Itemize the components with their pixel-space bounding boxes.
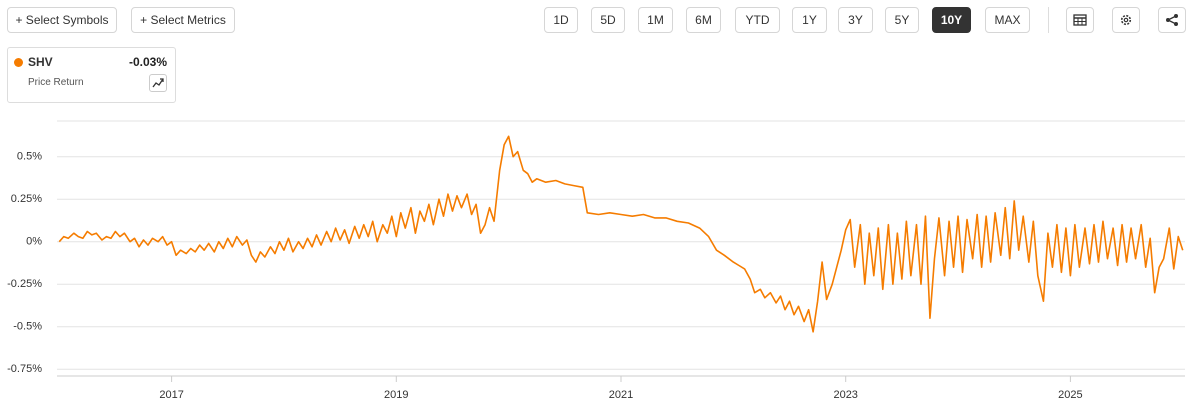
- legend-symbol: SHV: [28, 55, 53, 69]
- legend-card: SHV -0.03% Price Return: [7, 47, 176, 103]
- gear-icon: [1120, 14, 1132, 26]
- share-icon: [1166, 14, 1178, 26]
- range-button[interactable]: 3Y: [838, 7, 873, 33]
- x-tick-label: 2021: [609, 389, 633, 401]
- y-tick-label: -0.75%: [7, 363, 42, 375]
- range-button[interactable]: 5Y: [885, 7, 919, 33]
- trend-button[interactable]: [149, 74, 167, 92]
- range-button[interactable]: MAX: [985, 7, 1030, 33]
- legend-value: -0.03%: [128, 55, 167, 69]
- settings-button[interactable]: [1112, 7, 1140, 33]
- range-button[interactable]: 5D: [591, 7, 625, 33]
- legend-metric: Price Return: [28, 77, 84, 88]
- x-tick-label: 2017: [159, 389, 183, 401]
- table-button[interactable]: [1066, 7, 1094, 33]
- range-button[interactable]: 6M: [686, 7, 721, 33]
- select-symbols-button[interactable]: + Select Symbols: [7, 7, 117, 33]
- series-line: [58, 135, 1184, 333]
- y-tick-label: 0%: [26, 236, 42, 248]
- table-icon: [1073, 14, 1087, 26]
- x-tick-label: 2023: [833, 389, 857, 401]
- x-tick-label: 2025: [1058, 389, 1082, 401]
- y-tick-label: -0.5%: [13, 321, 42, 333]
- range-button[interactable]: 1D: [544, 7, 578, 33]
- separator: [1048, 7, 1049, 33]
- trend-icon: [152, 78, 164, 88]
- legend-swatch: [14, 58, 23, 67]
- y-tick-label: 0.5%: [17, 151, 42, 163]
- share-button[interactable]: [1158, 7, 1186, 33]
- x-tick-label: 2019: [384, 389, 408, 401]
- y-tick-label: -0.25%: [7, 278, 42, 290]
- range-button[interactable]: YTD: [735, 7, 780, 33]
- range-button[interactable]: 10Y: [932, 7, 971, 33]
- y-tick-label: 0.25%: [11, 193, 42, 205]
- select-metrics-button[interactable]: + Select Metrics: [131, 7, 235, 33]
- range-button[interactable]: 1Y: [792, 7, 827, 33]
- range-button[interactable]: 1M: [638, 7, 673, 33]
